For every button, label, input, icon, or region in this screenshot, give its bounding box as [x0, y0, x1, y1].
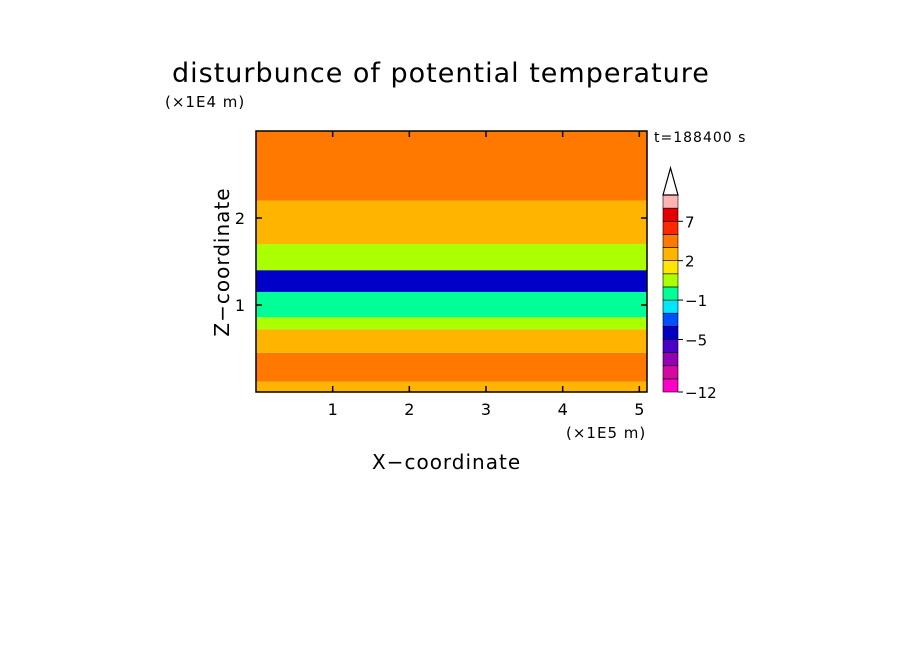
field-region-4 — [256, 291, 647, 318]
colorbar-swatch-8 — [662, 273, 679, 288]
colorbar-tick-label: −5 — [685, 331, 707, 349]
field-region-6 — [256, 244, 647, 271]
x-tick-label: 2 — [404, 400, 414, 419]
colorbar-swatch-11 — [662, 234, 679, 248]
x-tick-label: 5 — [634, 400, 644, 419]
x-tick-label: 1 — [328, 400, 338, 419]
colorbar-tick-label: 2 — [685, 253, 695, 271]
colorbar-tick-label: −12 — [685, 384, 717, 402]
colorbar-swatch-10 — [662, 247, 679, 261]
colorbar-swatch-6 — [662, 299, 679, 314]
field-region-1 — [256, 352, 647, 382]
x-ticks: 1 2 3 4 5 — [328, 131, 644, 419]
colorbar-swatch-12 — [662, 220, 679, 235]
field-region-5 — [256, 270, 647, 292]
colorbar-swatch-1 — [662, 365, 679, 380]
x-axis-label: X−coordinate — [372, 450, 522, 474]
colorbar-swatch-0 — [662, 378, 679, 393]
colorbar-swatch-9 — [662, 260, 679, 275]
y-tick-label: 1 — [235, 296, 245, 315]
colorbar-tick-label: 7 — [685, 213, 695, 231]
y-tick-label: 2 — [235, 209, 245, 228]
plot-frame — [255, 130, 648, 393]
field-region-8 — [256, 131, 647, 201]
colorbar-tick-label: −1 — [685, 292, 707, 310]
colorbar-swatch-14 — [662, 194, 679, 209]
colorbar-swatch-4 — [662, 326, 679, 340]
field-region-2 — [256, 329, 647, 353]
x-tick-label: 4 — [558, 400, 568, 419]
colorbar: −12−5−127 — [662, 165, 717, 402]
x-axis-unit: (×1E5 m) — [566, 424, 647, 442]
field-region-0 — [256, 381, 647, 392]
colorbar-extend-arrow — [662, 165, 679, 196]
x-tick-label: 3 — [481, 400, 491, 419]
contour-field — [256, 131, 647, 392]
chart-title: disturbunce of potential temperature — [172, 58, 710, 89]
colorbar-swatch-5 — [662, 312, 679, 327]
colorbar-swatch-3 — [662, 339, 679, 353]
time-label: t=188400 s — [654, 130, 747, 146]
colorbar-swatch-13 — [662, 207, 679, 222]
field-region-3 — [256, 317, 647, 330]
colorbar-swatch-2 — [662, 352, 679, 367]
colorbar-swatch-7 — [662, 286, 679, 301]
field-region-7 — [256, 200, 647, 245]
y-axis-unit: (×1E4 m) — [165, 93, 246, 111]
y-ticks: 12 — [235, 209, 647, 315]
